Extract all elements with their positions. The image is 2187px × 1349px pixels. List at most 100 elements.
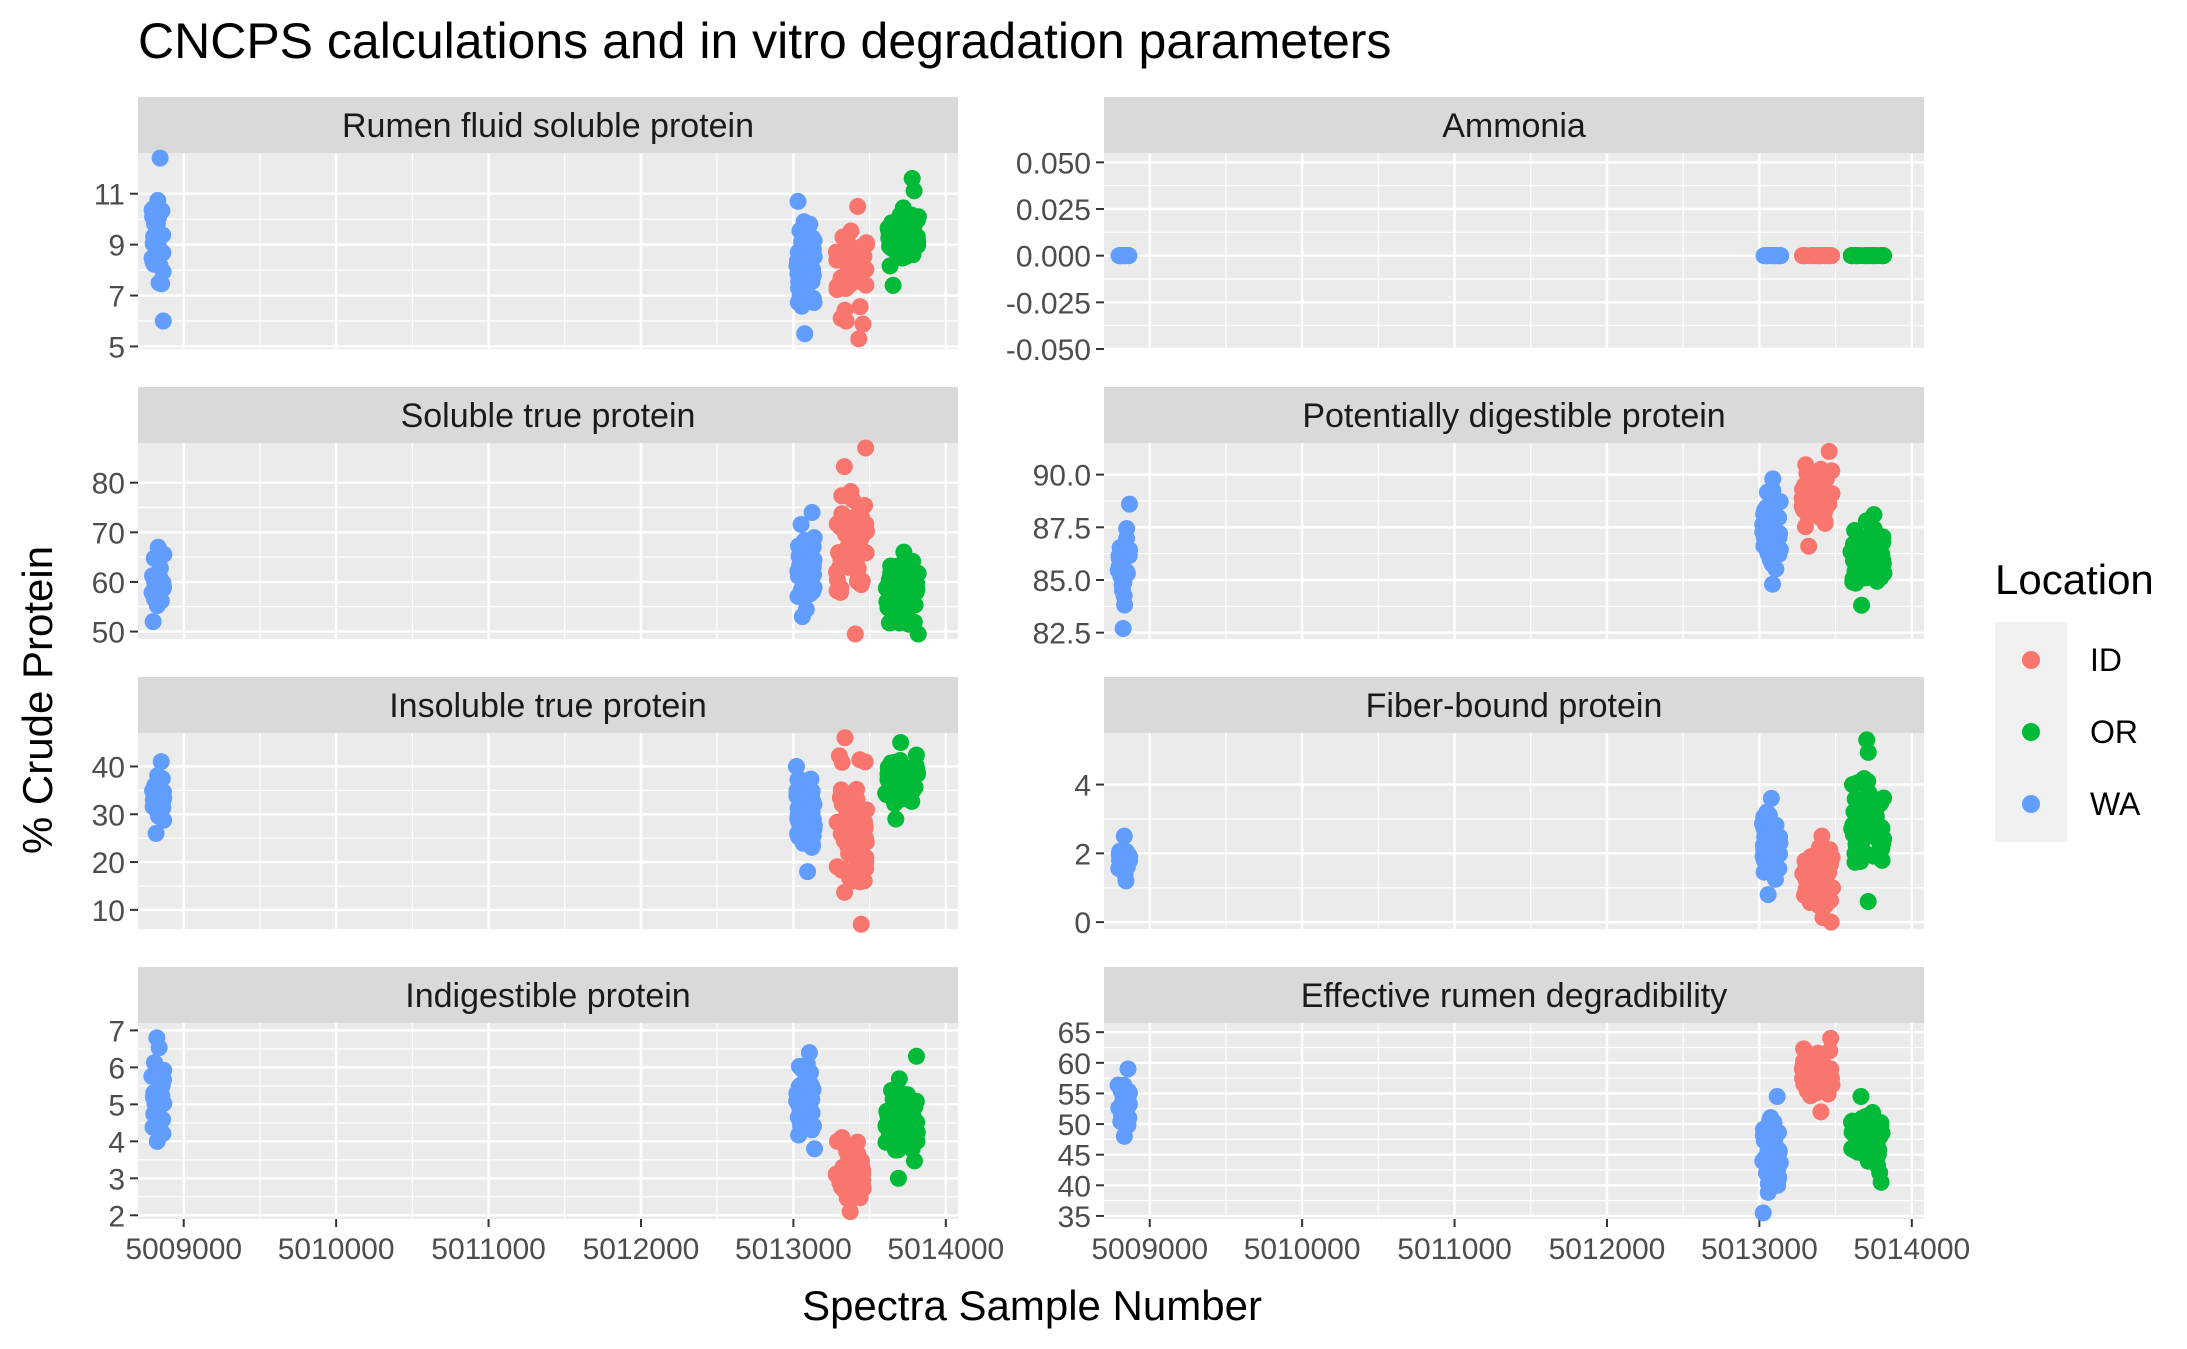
point-ID [1809,489,1827,507]
point-ID [827,243,845,261]
facet-panels: Rumen fluid soluble protein 5 7 9 11 Ammonia -… [92,97,1970,1266]
point-OR [892,734,910,752]
y-tick-label: 90.0 [1033,460,1091,493]
point-ID [834,543,852,561]
point-OR [1846,521,1864,539]
y-tick-label: 55 [1058,1078,1091,1111]
point-OR [905,182,923,200]
point-ID [846,625,864,643]
panel-background [138,443,958,639]
point-OR [905,1152,923,1170]
facet-strip-label: Insoluble true protein [389,687,707,725]
point-ID [1821,841,1839,859]
point-OR [904,552,922,570]
point-OR [1873,546,1891,564]
point-WA [803,803,821,821]
facet-strip-label: Rumen fluid soluble protein [342,107,754,145]
point-ID [841,1203,859,1221]
point-WA [149,766,167,784]
chart-title: CNCPS calculations and in vitro degradat… [138,13,1391,69]
facet-strip [138,677,958,733]
point-ID [828,1132,846,1150]
point-WA [1111,851,1129,869]
point-ID [851,751,869,769]
point-ID [848,790,866,808]
point-WA [1119,1060,1137,1078]
point-OR [1847,1128,1865,1146]
point-WA [792,1077,810,1095]
point-WA [1119,1116,1137,1134]
point-WA [155,1071,173,1089]
point-WA [1116,596,1134,614]
facet-strip-label: Potentially digestible protein [1302,397,1725,435]
point-ID [842,482,860,500]
x-tick-label: 5013000 [1701,1233,1818,1266]
y-tick-label: 4 [1074,770,1091,803]
y-tick-label: 0 [1074,907,1091,940]
point-OR [878,593,896,611]
point-OR [1864,1103,1882,1121]
facet-strip [1104,677,1924,733]
point-OR [898,590,916,608]
y-tick-label: 60 [92,567,125,600]
point-ID [828,582,846,600]
point-WA [144,200,162,218]
y-tick-label: 40 [1058,1170,1091,1203]
x-tick-label: 5010000 [1244,1233,1361,1266]
point-WA [154,1125,172,1143]
facet-strip-label: Fiber-bound protein [1366,687,1663,725]
point-ID [836,883,854,901]
facet-panel: Ammonia -0.050 -0.025 0.000 0.025 0.050 [1006,97,1924,367]
legend-key-WA [2022,795,2040,813]
legend-label: WA [2090,786,2141,822]
point-ID [852,1152,870,1170]
y-tick-label: 82.5 [1033,618,1091,651]
y-tick-label: 7 [108,1015,125,1048]
point-WA [1770,860,1788,878]
point-WA [797,600,815,618]
data-points [143,149,927,348]
point-WA [788,782,806,800]
point-WA [799,215,817,233]
y-tick-label: 11 [94,179,125,212]
x-tick-label: 5012000 [1549,1233,1666,1266]
point-ID [1809,1044,1827,1062]
x-tick-label: 5009000 [1091,1233,1208,1266]
point-ID [857,439,875,457]
point-ID [834,228,852,246]
point-ID [1796,477,1814,495]
point-ID [1800,537,1818,555]
point-OR [1853,596,1871,614]
point-WA [1118,529,1136,547]
point-WA [1762,486,1780,504]
facet-strip [1104,387,1924,443]
point-ID [849,559,867,577]
y-tick-label: 50 [92,617,125,650]
point-WA [1116,866,1134,884]
point-WA [1762,789,1780,807]
data-points [1110,247,1893,265]
point-WA [796,325,814,343]
point-OR [1875,789,1893,807]
facet-strip [1104,967,1924,1023]
point-OR [1843,247,1861,265]
point-OR [907,1047,925,1065]
point-ID [853,237,871,255]
point-ID [1822,1029,1840,1047]
facet-panel: Indigestible protein 2 3 4 5 6 7 5009000 5010000… [108,967,1004,1266]
point-WA [148,1092,166,1110]
point-WA [1113,576,1131,594]
y-tick-label: 0.050 [1016,147,1091,180]
facet-strip-label: Effective rumen degradibility [1301,977,1727,1015]
point-OR [903,792,921,810]
legend-key-ID [2022,651,2040,669]
point-WA [1115,827,1133,845]
point-OR [1844,826,1862,844]
point-ID [1816,467,1834,485]
y-tick-label: 40 [92,751,125,784]
point-WA [150,1039,168,1057]
point-OR [904,1120,922,1138]
point-ID [857,544,875,562]
y-tick-label: 35 [1058,1201,1091,1234]
point-ID [831,1174,849,1192]
